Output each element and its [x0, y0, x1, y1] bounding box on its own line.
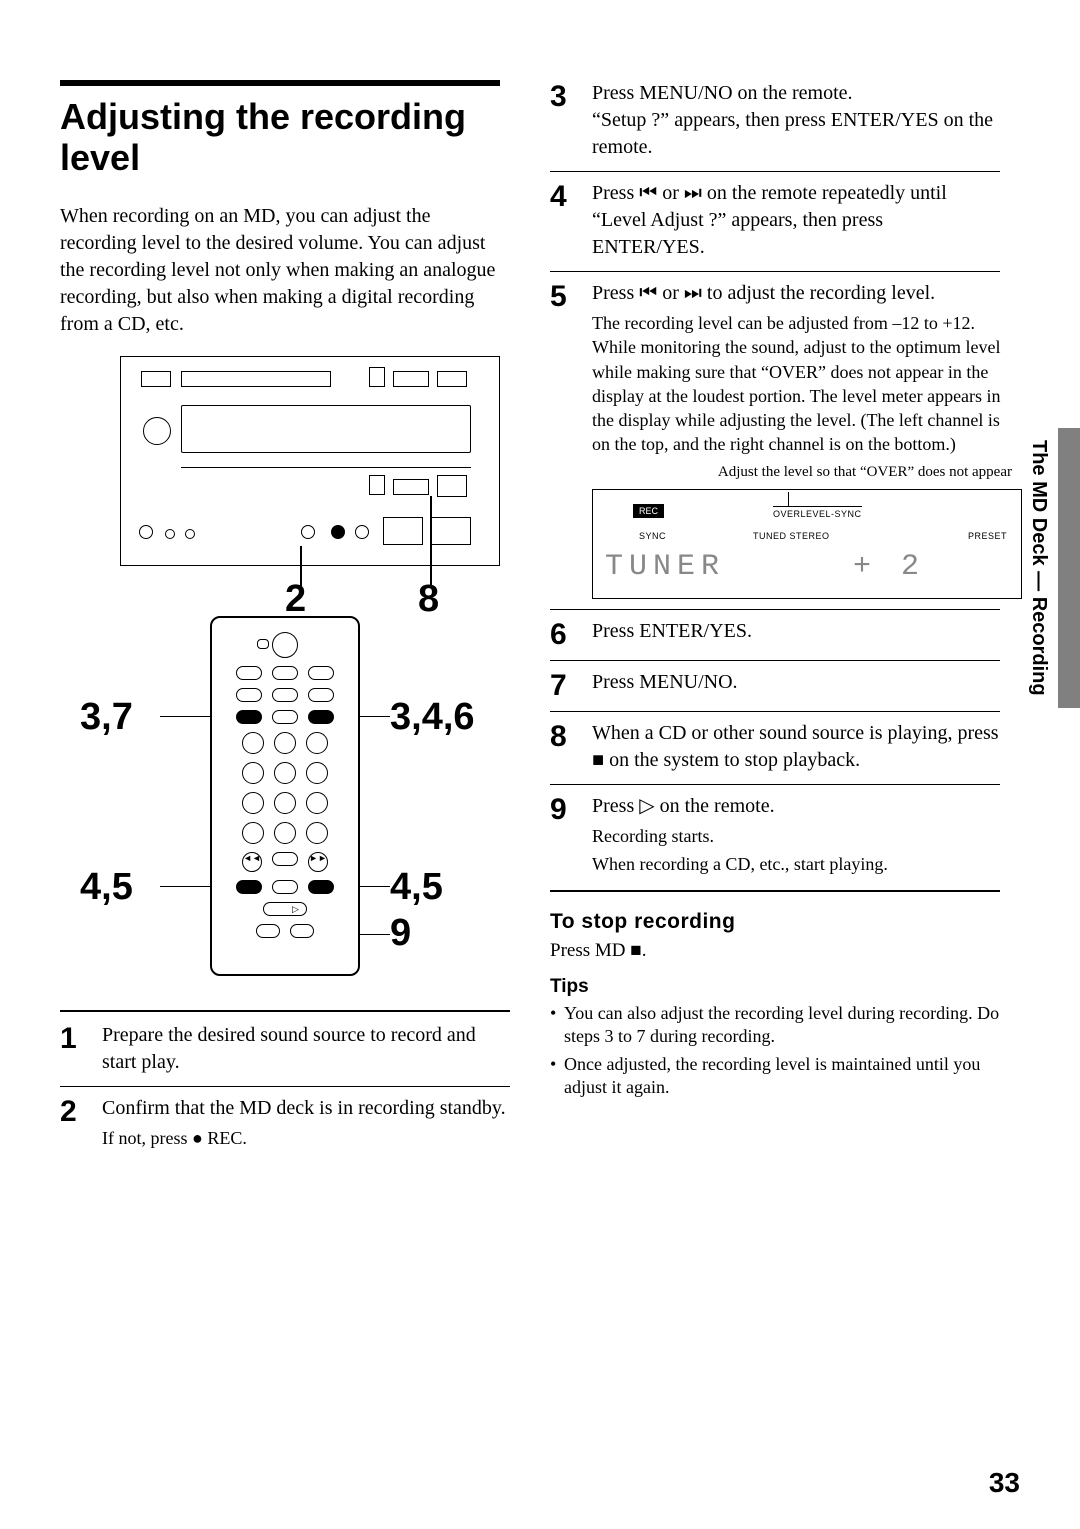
step-body: Press MENU/NO on the remote.: [592, 80, 1000, 107]
step-body: Press ENTER/YES.: [592, 618, 1000, 650]
step-divider: [550, 271, 1000, 272]
step-number: 6: [550, 620, 576, 650]
step-9: 9 Press ▷ on the remote. Recording start…: [550, 793, 1000, 877]
step-body: Confirm that the MD deck is in recording…: [102, 1095, 510, 1122]
step-number: 1: [60, 1024, 86, 1076]
tips-heading: Tips: [550, 976, 1000, 998]
step-1: 1 Prepare the desired sound source to re…: [60, 1022, 510, 1076]
callout-346: 3,4,6: [390, 696, 475, 739]
step-body: “Setup ?” appears, then press ENTER/YES …: [592, 107, 1000, 161]
step-body: Press ⏮ or ⏭ on the remote repeatedly un…: [592, 180, 1000, 261]
remote-illustration: ◄◄►► ▷: [210, 616, 360, 976]
title-rule: [60, 80, 500, 86]
step-number: 5: [550, 282, 576, 599]
step-number: 8: [550, 722, 576, 774]
lcd-display: REC OVERLEVEL-SYNC SYNC TUNED STEREO PRE…: [592, 489, 1022, 599]
step-number: 4: [550, 182, 576, 261]
side-tab-label: The MD Deck — Recording: [1027, 440, 1050, 696]
over-label: OVER: [773, 509, 801, 519]
right-column: 3 Press MENU/NO on the remote. “Setup ?”…: [550, 80, 1000, 1150]
stop-body: Press MD ■.: [550, 938, 1000, 964]
step-divider: [60, 1086, 510, 1087]
rec-badge: REC: [633, 504, 664, 518]
step-divider: [550, 711, 1000, 712]
preset-label: PRESET: [968, 530, 1007, 542]
thumb-tab: [1058, 428, 1080, 708]
callout-45r: 4,5: [390, 866, 443, 909]
step-number: 3: [550, 82, 576, 161]
step-body: Press ⏮ or ⏭ to adjust the recording lev…: [592, 280, 1022, 307]
step-body: Press ▷ on the remote.: [592, 793, 1000, 820]
step-2: 2 Confirm that the MD deck is in recordi…: [60, 1095, 510, 1150]
tip-item: Once adjusted, the recording level is ma…: [550, 1053, 1000, 1100]
step-divider: [550, 660, 1000, 661]
tip-item: You can also adjust the recording level …: [550, 1002, 1000, 1049]
display-caption: Adjust the level so that “OVER” does not…: [592, 463, 1022, 481]
page-number: 33: [989, 1467, 1020, 1499]
step-8: 8 When a CD or other sound source is pla…: [550, 720, 1000, 774]
device-remote-diagram: 2 8 ◄◄►► ▷: [60, 356, 500, 996]
callout-2: 2: [285, 578, 306, 621]
step-body: When a CD or other sound source is playi…: [592, 720, 1000, 774]
step-body: Press MENU/NO.: [592, 669, 1000, 701]
step-divider: [60, 1010, 510, 1012]
seg-value: + 2: [853, 547, 925, 588]
callout-8: 8: [418, 578, 439, 621]
main-unit-illustration: [120, 356, 500, 566]
callout-9: 9: [390, 912, 411, 955]
levelsync-label: LEVEL-SYNC: [801, 509, 862, 519]
step-5: 5 Press ⏮ or ⏭ to adjust the recording l…: [550, 280, 1000, 599]
step-3: 3 Press MENU/NO on the remote. “Setup ?”…: [550, 80, 1000, 161]
step-divider: [550, 609, 1000, 610]
step-7: 7 Press MENU/NO.: [550, 669, 1000, 701]
stop-heading: To stop recording: [550, 910, 1000, 934]
step-6: 6 Press ENTER/YES.: [550, 618, 1000, 650]
tuned-label: TUNED STEREO: [753, 530, 830, 542]
step-sub: When recording a CD, etc., start playing…: [592, 852, 1000, 876]
step-body: Prepare the desired sound source to reco…: [102, 1022, 510, 1076]
page-columns: Adjusting the recording level When recor…: [60, 80, 1020, 1150]
step-4: 4 Press ⏮ or ⏭ on the remote repeatedly …: [550, 180, 1000, 261]
page-title: Adjusting the recording level: [60, 96, 510, 179]
tips-list: You can also adjust the recording level …: [550, 1002, 1000, 1100]
seg-text: TUNER: [605, 547, 725, 588]
step-number: 7: [550, 671, 576, 701]
left-column: Adjusting the recording level When recor…: [60, 80, 510, 1150]
callout-37: 3,7: [80, 696, 133, 739]
step-sub: If not, press ● REC.: [102, 1126, 510, 1150]
intro-paragraph: When recording on an MD, you can adjust …: [60, 203, 510, 338]
step-number: 2: [60, 1097, 86, 1150]
step-number: 9: [550, 795, 576, 877]
section-rule: [550, 890, 1000, 892]
step-divider: [550, 171, 1000, 172]
sync-label: SYNC: [639, 530, 666, 542]
step-divider: [550, 784, 1000, 785]
callout-45l: 4,5: [80, 866, 133, 909]
step-sub: Recording starts.: [592, 824, 1000, 848]
step-detail: The recording level can be adjusted from…: [592, 311, 1022, 457]
